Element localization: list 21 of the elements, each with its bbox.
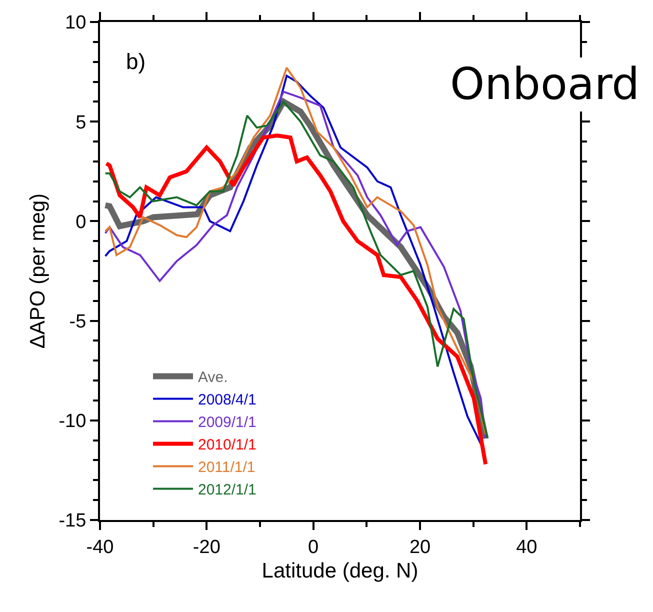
legend-label: 2011/1/1 — [198, 459, 256, 476]
legend-label: 2009/1/1 — [198, 414, 256, 432]
y-tick-label: 5 — [76, 112, 86, 134]
y-tick-label: -5 — [69, 311, 86, 332]
annotation: Onboard — [450, 59, 640, 110]
x-tick-label: -40 — [86, 536, 114, 558]
x-tick-label: 0 — [308, 536, 319, 558]
y-tick-label: -10 — [58, 411, 86, 432]
x-tick-label: 40 — [516, 536, 538, 558]
y-axis-title: ΔAPO (per meg) — [26, 193, 50, 349]
x-axis-title: Latitude (deg. N) — [262, 560, 418, 582]
legend-label: Ave. — [198, 369, 228, 386]
y-tick-label: 0 — [76, 212, 86, 233]
annotation: b) — [126, 49, 146, 74]
legend-label: 2010/1/1 — [198, 436, 256, 454]
y-tick-label: -15 — [58, 510, 86, 532]
x-tick-label: 20 — [409, 536, 431, 558]
legend-label: 2008/4/1 — [198, 392, 256, 409]
legend-label: 2012/1/1 — [198, 482, 256, 499]
y-tick-label: 10 — [65, 12, 86, 34]
x-tick-label: -20 — [192, 536, 220, 558]
